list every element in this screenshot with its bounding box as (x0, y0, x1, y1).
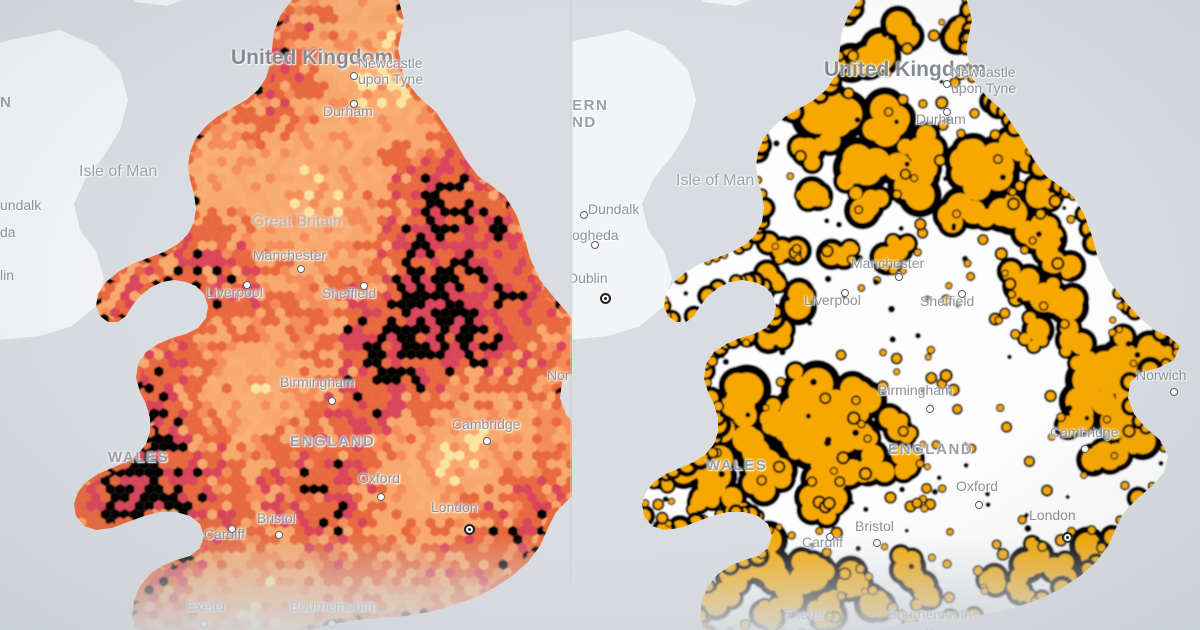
left-map-graphics (0, 0, 572, 630)
city-marker-bristol[interactable] (873, 539, 881, 547)
city-marker-manchester[interactable] (895, 273, 903, 281)
city-marker-durham[interactable] (350, 100, 358, 108)
city-marker-newcastle-upon-tyne[interactable] (943, 80, 951, 88)
city-marker-bournemouth[interactable] (328, 620, 336, 628)
city-marker-newcastle-upon-tyne[interactable] (350, 72, 358, 80)
city-marker-oxford[interactable] (975, 501, 983, 509)
city-marker-bristol[interactable] (275, 531, 283, 539)
city-marker-cambridge[interactable] (1081, 445, 1089, 453)
city-marker-london[interactable] (464, 524, 475, 535)
city-marker-cardiff[interactable] (826, 533, 834, 541)
hexbin-layer (74, 0, 572, 630)
city-marker-norwich[interactable] (1170, 388, 1178, 396)
city-marker-exeter[interactable] (200, 620, 208, 628)
city-marker-dublin[interactable] (600, 293, 611, 304)
city-marker-drogheda[interactable] (591, 241, 599, 249)
city-marker-birmingham[interactable] (328, 397, 336, 405)
left-heatmap-panel[interactable]: United Kingdom Newcastle upon Tyne Durham Is… (0, 0, 572, 630)
city-marker-liverpool[interactable] (841, 289, 849, 297)
city-marker-cambridge[interactable] (483, 437, 491, 445)
city-marker-oxford[interactable] (377, 493, 385, 501)
city-marker-manchester[interactable] (297, 265, 305, 273)
city-marker-cardiff[interactable] (228, 525, 236, 533)
right-hotspot-panel[interactable]: United Kingdom Newcastle upon Tyne Durham Is… (572, 0, 1200, 630)
city-marker-sheffield[interactable] (958, 290, 966, 298)
right-basemap (572, 0, 1200, 630)
city-marker-birmingham[interactable] (926, 405, 934, 413)
city-marker-dundalk[interactable] (580, 211, 588, 219)
city-marker-durham[interactable] (943, 108, 951, 116)
right-map-graphics (572, 0, 1180, 630)
city-marker-sheffield[interactable] (360, 282, 368, 290)
city-marker-liverpool[interactable] (243, 281, 251, 289)
left-basemap (0, 0, 572, 630)
city-marker-london[interactable] (1062, 532, 1073, 543)
